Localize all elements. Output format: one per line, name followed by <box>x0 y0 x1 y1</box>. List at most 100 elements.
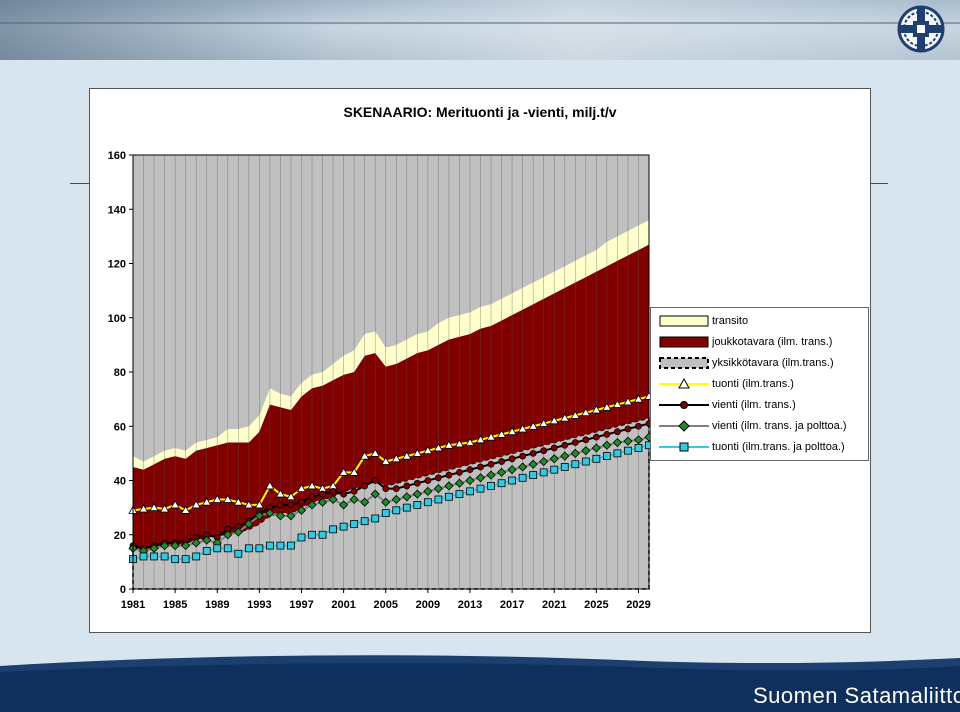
legend-swatch-vienti-polttoa <box>659 420 709 432</box>
point-vienti-polttoa <box>465 475 475 486</box>
point-vienti-polttoa <box>286 511 296 521</box>
legend-swatch-tuonti-polttoa <box>659 442 709 452</box>
top-banner-photo <box>0 0 960 60</box>
legend-label: vienti (ilm. trans. ja polttoa.) <box>712 420 847 432</box>
point-tuonti-polttoa <box>402 503 411 512</box>
point-tuonti <box>612 399 623 408</box>
point-vienti-polttoa <box>507 465 517 475</box>
point-vienti-polttoa <box>265 508 275 518</box>
point-vienti-polttoa <box>381 497 391 507</box>
legend-label: transito <box>712 315 749 327</box>
point-vienti-polttoa <box>433 484 443 494</box>
point-vienti <box>308 493 316 501</box>
point-tuonti-polttoa <box>150 552 158 561</box>
point-vienti-polttoa <box>191 538 201 548</box>
point-vienti <box>466 466 474 474</box>
point-vienti-polttoa <box>202 535 212 545</box>
legend-item-yksikkotavara: yksikkötavara (ilm.trans.) <box>651 354 868 374</box>
point-vienti <box>319 490 326 498</box>
point-tuonti-polttoa <box>602 452 611 460</box>
point-tuonti <box>254 500 265 509</box>
point-tuonti <box>223 494 233 503</box>
point-tuonti <box>454 439 465 448</box>
point-vienti-polttoa <box>360 497 370 507</box>
point-vienti-polttoa <box>339 500 349 510</box>
point-tuonti <box>265 481 275 490</box>
point-tuonti-polttoa <box>181 555 190 564</box>
point-tuonti-polttoa <box>213 544 222 553</box>
point-vienti-polttoa <box>581 446 591 456</box>
point-vienti-polttoa <box>296 505 307 515</box>
point-tuonti <box>275 489 286 498</box>
point-vienti <box>498 458 505 465</box>
point-tuonti-polttoa <box>339 522 348 531</box>
banner-sea-haze <box>0 0 960 60</box>
point-vienti <box>624 425 632 433</box>
point-vienti-polttoa <box>591 443 601 453</box>
legend-item-tuonti-polttoa: tuonti (ilm.trans. ja polttoa.) <box>651 438 868 458</box>
legend-label: joukkotavara (ilm. trans.) <box>712 336 833 348</box>
chart-panel: SKENAARIO: Merituonti ja -vienti, milj.t… <box>89 88 871 633</box>
chart-plot: 0 20 40 60 80 100 120 140 160 1981 1985 1989 1993 199… <box>108 150 654 611</box>
chart-title: SKENAARIO: Merituonti ja -vienti, milj.t… <box>343 104 617 120</box>
point-tuonti <box>517 424 528 433</box>
y-tick-label: 20 <box>114 530 126 542</box>
point-tuonti-polttoa <box>255 544 264 553</box>
point-vienti-polttoa <box>275 511 285 521</box>
point-tuonti <box>202 497 212 506</box>
y-tick-label: 60 <box>114 421 126 433</box>
point-tuonti-polttoa <box>613 449 622 458</box>
x-tick-label: 2021 <box>542 599 566 611</box>
point-tuonti <box>233 497 243 506</box>
legend-swatch-tuonti <box>659 377 709 389</box>
point-tuonti-polttoa <box>244 544 253 553</box>
point-tuonti-polttoa <box>381 509 390 517</box>
point-tuonti-polttoa <box>318 530 327 539</box>
point-tuonti-polttoa <box>592 454 601 463</box>
legend-swatch-transito <box>659 315 709 327</box>
point-tuonti <box>633 394 644 403</box>
point-tuonti <box>549 416 559 425</box>
point-tuonti <box>560 413 570 422</box>
point-tuonti-polttoa <box>487 482 495 490</box>
area-joukkotavara <box>133 244 649 552</box>
point-tuonti-polttoa <box>234 549 243 558</box>
point-tuonti <box>391 453 401 463</box>
x-tick-label: 1997 <box>289 599 313 611</box>
point-tuonti <box>496 429 507 438</box>
y-tick-label: 80 <box>114 367 126 379</box>
point-vienti-polttoa <box>623 436 633 446</box>
point-tuonti <box>159 504 170 513</box>
point-vienti-polttoa <box>444 481 454 491</box>
legend-label: tuonti (ilm.trans. ja polttoa.) <box>712 441 845 453</box>
x-tick-label: 1993 <box>247 599 271 611</box>
point-vienti-polttoa <box>307 500 317 510</box>
point-tuonti-polttoa <box>508 476 517 485</box>
point-tuonti <box>286 491 296 501</box>
legend-item-joukkotavara: joukkotavara (ilm. trans.) <box>651 333 868 353</box>
point-vienti <box>298 498 305 506</box>
point-tuonti-polttoa <box>392 506 401 515</box>
point-tuonti-polttoa <box>171 555 180 564</box>
point-vienti-polttoa <box>539 456 549 467</box>
point-vienti-polttoa <box>612 437 622 448</box>
x-tick-label: 1985 <box>163 599 187 611</box>
point-tuonti <box>591 405 602 414</box>
point-vienti <box>277 501 284 509</box>
chart-legend: transito joukkotavara (ilm. trans.) yksi… <box>650 307 869 461</box>
point-vienti-polttoa <box>528 459 538 469</box>
point-tuonti <box>486 432 496 441</box>
point-vienti <box>614 428 621 436</box>
point-tuonti-polttoa <box>539 468 548 477</box>
legend-swatch-yksikkotavara <box>659 357 709 369</box>
point-tuonti <box>465 437 475 446</box>
point-tuonti-polttoa <box>192 552 201 561</box>
point-tuonti-polttoa <box>413 501 422 509</box>
legend-item-vienti-polttoa: vienti (ilm. trans. ja polttoa.) <box>651 417 868 437</box>
point-tuonti-polttoa <box>329 525 337 534</box>
point-tuonti-polttoa <box>308 530 316 539</box>
y-tick-label: 0 <box>120 584 126 596</box>
point-vienti <box>371 477 379 484</box>
x-tick-label: 2001 <box>331 599 355 611</box>
point-tuonti <box>244 500 254 509</box>
